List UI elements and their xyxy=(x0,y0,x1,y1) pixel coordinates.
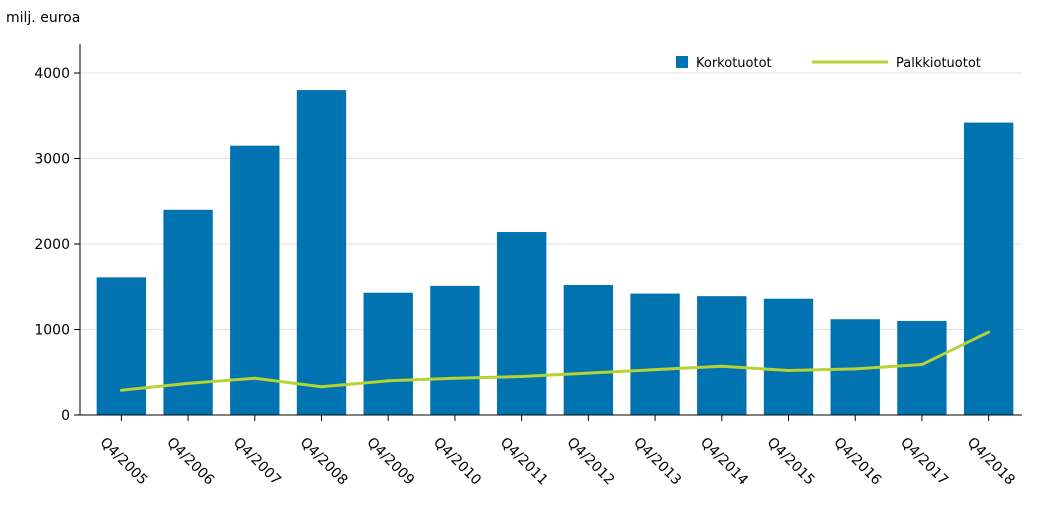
bar-korkotuotot xyxy=(897,320,947,415)
point-palkkiotuotot xyxy=(320,385,323,389)
y-axis-ticks: 0 1000 2000 3000 4000 xyxy=(34,66,80,424)
bar-korkotuotot xyxy=(430,285,480,415)
y-tick-label: 4000 xyxy=(34,66,70,82)
point-palkkiotuotot xyxy=(987,330,991,334)
bar-korkotuotot xyxy=(96,277,147,415)
point-palkkiotuotot xyxy=(386,379,390,383)
y-tick-label: 0 xyxy=(61,408,70,424)
bar-korkotuotot xyxy=(763,298,814,415)
bar-korkotuotot xyxy=(563,285,614,415)
bar-korkotuotot xyxy=(697,296,747,415)
gridlines xyxy=(80,72,1022,330)
x-tick-label: Q4/2012 xyxy=(564,435,618,489)
line-series xyxy=(119,330,991,392)
bar-korkotuotot xyxy=(230,145,280,416)
x-tick-label: Q4/2006 xyxy=(163,435,217,489)
point-palkkiotuotot xyxy=(586,371,590,375)
x-tick-label: Q4/2015 xyxy=(764,435,818,489)
x-tick-label: Q4/2010 xyxy=(430,435,484,489)
x-axis-ticks: Q4/2005 Q4/2006 Q4/2007 Q4/2008 Q4/2009 Q4/20… xyxy=(97,415,1018,489)
line-palkkiotuotot xyxy=(121,330,990,392)
point-palkkiotuotot xyxy=(453,376,457,380)
y-tick-label: 3000 xyxy=(34,152,70,168)
x-tick-label: Q4/2011 xyxy=(497,435,551,489)
y-tick-label: 2000 xyxy=(34,237,70,253)
point-palkkiotuotot xyxy=(186,381,190,385)
point-palkkiotuotot xyxy=(787,369,790,373)
x-tick-label: Q4/2007 xyxy=(230,435,284,489)
legend: Korkotuotot Palkkiotuotot xyxy=(676,56,981,71)
legend-label-palkkiotuotot: Palkkiotuotot xyxy=(896,56,981,71)
point-palkkiotuotot xyxy=(720,364,724,368)
axes xyxy=(79,44,1022,416)
y-tick-label: 1000 xyxy=(34,323,70,339)
bar-korkotuotot xyxy=(296,90,347,415)
x-tick-label: Q4/2005 xyxy=(97,435,151,489)
x-tick-label: Q4/2014 xyxy=(697,435,751,489)
x-tick-label: Q4/2018 xyxy=(964,435,1018,489)
x-tick-label: Q4/2013 xyxy=(630,435,684,489)
x-tick-label: Q4/2017 xyxy=(897,435,951,489)
x-tick-label: Q4/2016 xyxy=(830,435,884,489)
x-tick-label: Q4/2008 xyxy=(297,435,351,489)
point-palkkiotuotot xyxy=(853,367,857,371)
legend-swatch-korkotuotot xyxy=(676,56,688,68)
point-palkkiotuotot xyxy=(119,388,123,392)
y-axis-unit-label: milj. euroa xyxy=(6,10,80,26)
bar-series xyxy=(96,90,1014,416)
point-palkkiotuotot xyxy=(520,375,524,379)
bar-korkotuotot xyxy=(963,122,1014,415)
point-palkkiotuotot xyxy=(653,368,657,372)
bar-korkotuotot xyxy=(363,292,413,415)
point-palkkiotuotot xyxy=(920,363,924,367)
point-palkkiotuotot xyxy=(253,376,257,380)
legend-label-korkotuotot: Korkotuotot xyxy=(696,56,772,71)
bar-korkotuotot xyxy=(630,293,680,415)
x-tick-label: Q4/2009 xyxy=(363,435,417,489)
bar-korkotuotot xyxy=(496,232,547,415)
